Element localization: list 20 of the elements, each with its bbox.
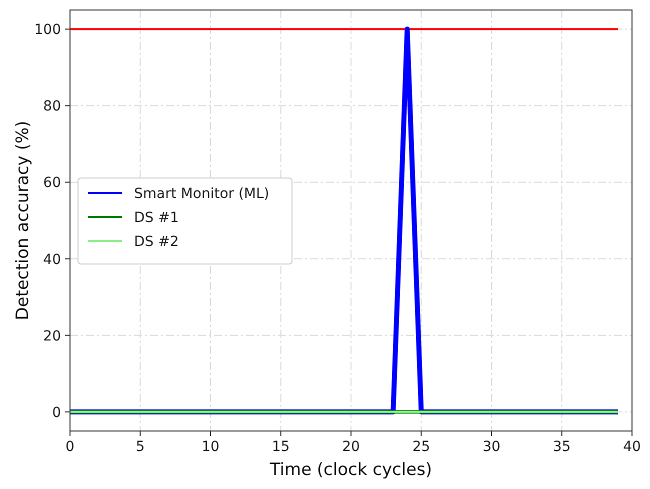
legend-label: DS #2 bbox=[134, 234, 179, 250]
y-tick-label: 20 bbox=[43, 328, 61, 344]
y-tick-label: 60 bbox=[43, 175, 61, 192]
x-tick-label: 20 bbox=[342, 439, 360, 455]
x-tick-label: 0 bbox=[66, 439, 74, 455]
y-tick-label: 0 bbox=[52, 404, 61, 421]
y-tick-label: 80 bbox=[43, 98, 61, 115]
x-tick-label: 30 bbox=[482, 439, 500, 455]
x-tick-label: 10 bbox=[202, 439, 220, 455]
x-tick-label: 15 bbox=[272, 439, 290, 455]
y-axis-title: Detection accuracy (%) bbox=[13, 120, 33, 320]
legend-label: DS #1 bbox=[134, 210, 179, 226]
y-tick-label: 40 bbox=[43, 252, 61, 268]
x-tick-label: 35 bbox=[552, 439, 571, 455]
legend-label: Smart Monitor (ML) bbox=[134, 186, 270, 202]
x-tick-label: 40 bbox=[623, 439, 641, 455]
x-axis-title: Time (clock cycles) bbox=[268, 460, 432, 480]
x-tick-label: 25 bbox=[412, 439, 430, 455]
y-tick-label: 100 bbox=[34, 22, 61, 38]
x-tick-label: 5 bbox=[136, 439, 145, 455]
